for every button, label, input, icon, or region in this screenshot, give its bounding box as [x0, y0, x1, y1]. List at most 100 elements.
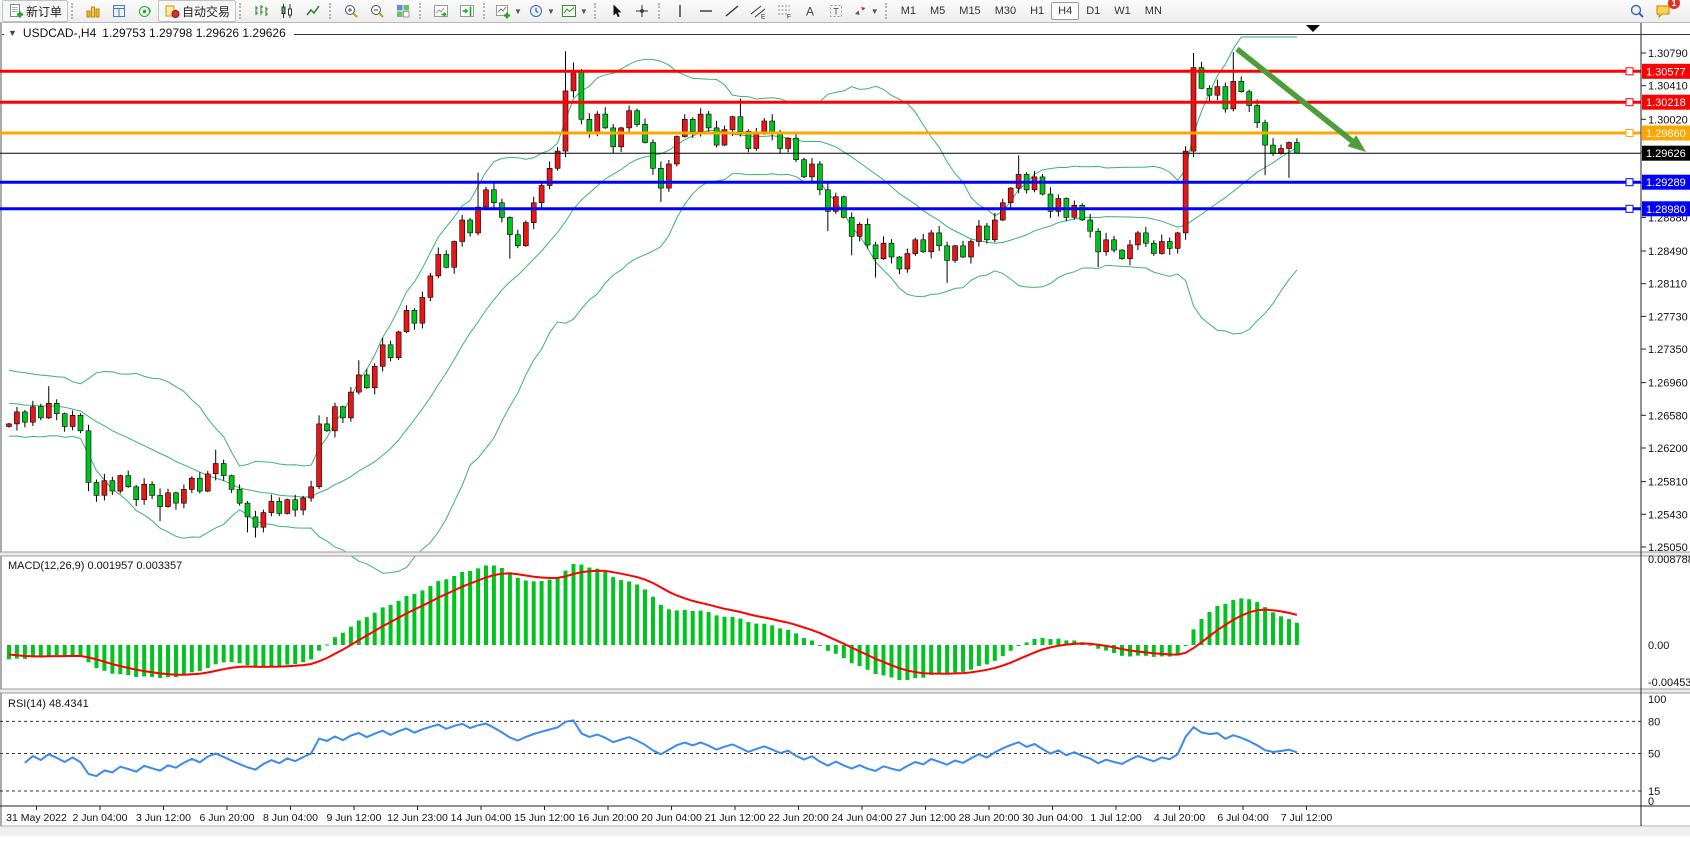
data-window-icon [111, 3, 127, 19]
hline-handle[interactable] [1625, 67, 1634, 76]
symbol-ohlc: 1.29753 1.29798 1.29626 1.29626 [102, 26, 286, 40]
hline-handle[interactable] [1625, 204, 1634, 213]
hline-price-badge-label: 1.29860 [1646, 128, 1686, 140]
text-button[interactable]: A [797, 0, 823, 22]
timeframe-h1[interactable]: H1 [1030, 5, 1045, 17]
timeframe-m15[interactable]: M15 [959, 5, 981, 17]
time-tick-label: 6 Jun 20:00 [200, 812, 255, 824]
price-tick-label: 1.25810 [1648, 477, 1688, 489]
chevron-down-icon[interactable]: ▼ [579, 6, 588, 16]
zoom-in-button[interactable] [338, 0, 364, 22]
tile-windows-icon [395, 3, 411, 19]
time-tick-label: 30 Jun 04:00 [1022, 812, 1083, 824]
price-tick-label: 1.25050 [1648, 542, 1688, 554]
auto-scroll-button[interactable] [428, 0, 454, 22]
zoom-in-icon [343, 3, 359, 19]
macd-pane: MACD(12,26,9) 0.001957 0.003357 0.008788 0… [7, 554, 1690, 689]
hline-handle[interactable] [1625, 129, 1634, 137]
tile-windows-button[interactable] [390, 0, 416, 22]
equidistant-channel-button[interactable]: E [745, 0, 771, 22]
time-tick-label: 22 Jun 20:00 [768, 812, 829, 824]
timeframe-m1[interactable]: M1 [900, 5, 916, 17]
navigator-icon [137, 3, 153, 19]
timeframe-d1[interactable]: D1 [1086, 5, 1101, 17]
templates-button[interactable]: ▼ [558, 0, 591, 22]
toolbar-separator [419, 3, 423, 19]
search-button[interactable] [1624, 0, 1650, 22]
svg-text:T: T [833, 7, 839, 17]
hline-handle[interactable] [1625, 178, 1634, 187]
price-tick-label: 1.25430 [1648, 509, 1688, 521]
crosshair-button[interactable] [629, 0, 655, 22]
notifications-button[interactable]: 1 [1650, 0, 1680, 22]
chart-window[interactable]: ▼ USDCAD-,H4 1.29753 1.29798 1.29626 1.2… [0, 23, 1690, 836]
chevron-down-icon[interactable]: ▼ [870, 6, 879, 16]
svg-text:E: E [761, 14, 766, 20]
trendline-icon [724, 3, 740, 19]
rsi-label: RSI(14) 48.4341 [8, 698, 89, 710]
vertical-line-button[interactable] [667, 0, 693, 22]
arrows-button[interactable]: ▼ [849, 0, 882, 22]
auto-scroll-icon [433, 3, 449, 19]
price-tick-label: 1.30790 [1648, 48, 1688, 60]
new-chart-icon [495, 3, 511, 19]
navigator-button[interactable] [132, 0, 158, 22]
arrows-icon [852, 3, 868, 19]
horizontal-line-button[interactable] [693, 0, 719, 22]
bollinger-bands [8, 36, 1298, 574]
text-label-button[interactable]: T [823, 0, 849, 22]
timeframe-h4[interactable]: H4 [1051, 2, 1080, 20]
toolbar-separator [884, 3, 889, 19]
time-tick-label: 3 Jun 12:00 [136, 812, 191, 824]
symbol-label: USDCAD-,H4 [22, 26, 97, 40]
chevron-down-icon[interactable]: ▼ [514, 6, 522, 16]
trendline-button[interactable] [719, 0, 745, 22]
bar-chart-button[interactable] [248, 0, 274, 22]
hline-handle[interactable] [1625, 98, 1634, 107]
candles [6, 51, 1300, 538]
fibonacci-button[interactable]: F [771, 0, 797, 22]
hline-price-badge [1642, 145, 1690, 161]
timeframe-m5[interactable]: M5 [930, 5, 946, 17]
chart-shift-marker-icon[interactable] [1306, 25, 1320, 32]
price-tick-label: 1.27730 [1648, 311, 1688, 323]
line-chart-button[interactable] [300, 0, 326, 22]
cursor-button[interactable] [603, 0, 629, 22]
chart-shift-button[interactable] [454, 0, 480, 22]
timeframe-m30[interactable]: M30 [994, 5, 1017, 17]
profiles-button[interactable]: ▼ [525, 0, 558, 22]
data-window-button[interactable] [106, 0, 132, 22]
timeframe-mn[interactable]: MN [1144, 5, 1162, 17]
zoom-out-button[interactable] [364, 0, 390, 22]
new-chart-button[interactable]: ▼ [492, 0, 525, 22]
autotrading-button[interactable]: 自动交易 [158, 0, 237, 22]
trend-arrow[interactable] [1235, 46, 1366, 152]
time-tick-label: 31 May 2022 [6, 812, 67, 824]
symbol-collapse-icon[interactable]: ▼ [8, 28, 17, 38]
time-axis[interactable]: 31 May 2022 2 Jun 04:00 3 Jun 12:00 6 Jun 2… [0, 805, 1690, 836]
market-watch-button[interactable] [80, 0, 106, 22]
fibonacci-icon: F [776, 3, 792, 19]
macd-axis-label: -0.004538 [1648, 677, 1690, 689]
chart-canvas[interactable]: 1.307901.304101.300201.296401.292801.288… [0, 23, 1690, 836]
autotrading-button-label: 自动交易 [182, 4, 231, 19]
templates-icon [561, 3, 577, 19]
search-icon [1629, 3, 1645, 19]
hline-price-badge-label: 1.29289 [1646, 177, 1686, 189]
hline-price-badge [1642, 63, 1690, 79]
time-tick-label: 28 Jun 20:00 [959, 812, 1020, 824]
timeframe-w1[interactable]: W1 [1114, 5, 1131, 17]
rsi-axis-label: 80 [1648, 716, 1660, 728]
horizontal-lines[interactable]: 1.30577 1.30218 1.29860 1.29626 1.29289 1.289… [0, 63, 1690, 217]
price-tick-label: 1.26580 [1648, 410, 1688, 422]
time-tick-label: 7 Jul 12:00 [1281, 812, 1333, 824]
toolbar-separator [483, 3, 487, 19]
chevron-down-icon[interactable]: ▼ [546, 6, 555, 16]
time-tick-label: 21 Jun 12:00 [705, 812, 766, 824]
new-order-button[interactable]: 新订单 [2, 0, 69, 22]
hline-price-badge-label: 1.28980 [1646, 204, 1686, 216]
svg-text:F: F [787, 14, 791, 20]
candle-chart-button[interactable] [274, 0, 300, 22]
hline-price-badge-label: 1.30577 [1646, 66, 1686, 78]
vertical-line-icon [672, 3, 688, 19]
